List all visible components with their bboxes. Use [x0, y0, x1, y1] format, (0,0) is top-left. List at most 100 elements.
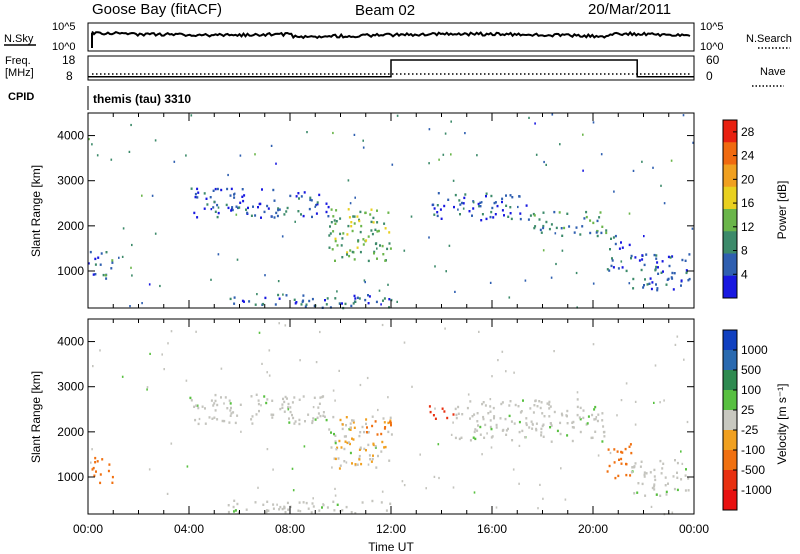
echo-cell	[585, 215, 588, 219]
echo-cell	[571, 426, 574, 429]
echo-cell	[382, 417, 385, 420]
x-axis-title: Time UT	[368, 540, 414, 554]
power-colorbar-tick-label: 4	[741, 267, 748, 281]
echo-cell	[620, 450, 623, 454]
echo-cell	[643, 475, 646, 478]
echo-cell	[510, 217, 513, 221]
echo-cell	[564, 498, 567, 501]
echo-cell	[351, 437, 353, 440]
echo-cell	[360, 462, 363, 466]
echo-cell	[161, 353, 163, 356]
echo-cell	[630, 471, 633, 474]
echo-cell	[204, 407, 206, 410]
echo-cell	[491, 375, 493, 378]
echo-cell	[501, 350, 504, 353]
echo-cell	[542, 249, 545, 252]
echo-cell	[442, 153, 445, 156]
echo-cell	[281, 235, 284, 238]
echo-cell	[317, 412, 320, 415]
echo-cell	[92, 273, 95, 276]
echo-cell	[380, 501, 383, 504]
echo-cell	[505, 204, 508, 207]
echo-cell	[663, 202, 666, 205]
echo-cell	[469, 417, 471, 420]
echo-cell	[566, 422, 569, 425]
echo-cell	[531, 427, 534, 430]
echo-cell	[585, 423, 588, 426]
echo-cell	[228, 421, 231, 424]
echo-cell	[107, 469, 110, 473]
power-colorbar-swatch	[723, 186, 737, 210]
echo-cell	[548, 227, 551, 231]
echo-cell	[263, 395, 266, 398]
echo-cell	[605, 229, 608, 232]
echo-cell	[315, 212, 318, 215]
echo-cell	[227, 504, 230, 507]
echo-cell	[359, 250, 362, 254]
power-colorbar: 4 8 12 16 20 24 28	[722, 119, 755, 299]
echo-cell	[248, 300, 251, 303]
echo-cell	[220, 396, 222, 399]
echo-cell	[687, 279, 690, 282]
echo-cell	[650, 287, 653, 291]
echo-cell	[608, 269, 611, 272]
echo-cell	[254, 214, 257, 217]
echo-cell	[490, 446, 493, 449]
echo-cell	[298, 197, 300, 200]
echo-cell	[676, 461, 679, 465]
echo-cell	[672, 475, 675, 478]
echo-cell	[485, 192, 488, 195]
echo-cell	[665, 493, 668, 496]
echo-cell	[341, 256, 344, 259]
echo-cell	[327, 215, 330, 218]
echo-cell	[347, 224, 350, 228]
echo-cell	[433, 213, 436, 216]
echo-cell	[196, 196, 199, 199]
echo-cell	[238, 206, 241, 209]
echo-cell	[251, 422, 254, 425]
echo-cell	[342, 232, 345, 235]
echo-cell	[461, 413, 464, 416]
velocity-colorbar-tick-label: 25	[741, 403, 755, 417]
echo-cell	[322, 414, 325, 417]
echo-cell	[489, 419, 492, 422]
echo-cell	[298, 418, 301, 422]
echo-cell	[452, 421, 454, 424]
echo-cell	[380, 303, 382, 306]
echo-cell	[484, 423, 487, 427]
y-tick-label: 2000	[57, 219, 84, 233]
echo-cell	[338, 439, 341, 443]
echo-cell	[339, 232, 342, 236]
echo-cell	[662, 462, 665, 465]
echo-cell	[579, 233, 582, 236]
echo-cell	[454, 290, 456, 293]
echo-cell	[504, 417, 507, 421]
echo-cell	[551, 113, 554, 116]
echo-cell	[348, 441, 350, 444]
echo-cell	[628, 212, 631, 215]
echo-cell	[309, 196, 312, 199]
echo-cell	[681, 462, 684, 465]
echo-cell	[596, 419, 599, 423]
echo-cell	[452, 179, 455, 182]
echo-cell	[549, 426, 552, 429]
echo-cell	[644, 278, 646, 281]
echo-cell	[334, 237, 337, 240]
echo-cell	[682, 114, 685, 117]
echo-cell	[92, 466, 95, 470]
echo-cell	[250, 418, 253, 421]
x-tick-label: 12:00	[376, 522, 406, 536]
echo-cell	[593, 408, 596, 411]
echo-cell	[646, 283, 649, 286]
echo-cell	[247, 206, 249, 210]
power-colorbar-swatch	[723, 164, 737, 188]
echo-cell	[232, 505, 235, 509]
echo-cell	[358, 434, 361, 438]
echo-cell	[233, 192, 236, 195]
echo-cell	[389, 421, 392, 425]
echo-cell	[582, 409, 585, 412]
echo-cell	[316, 203, 319, 206]
echo-cell	[346, 253, 348, 256]
echo-cell	[616, 450, 619, 453]
echo-cell	[371, 424, 374, 428]
